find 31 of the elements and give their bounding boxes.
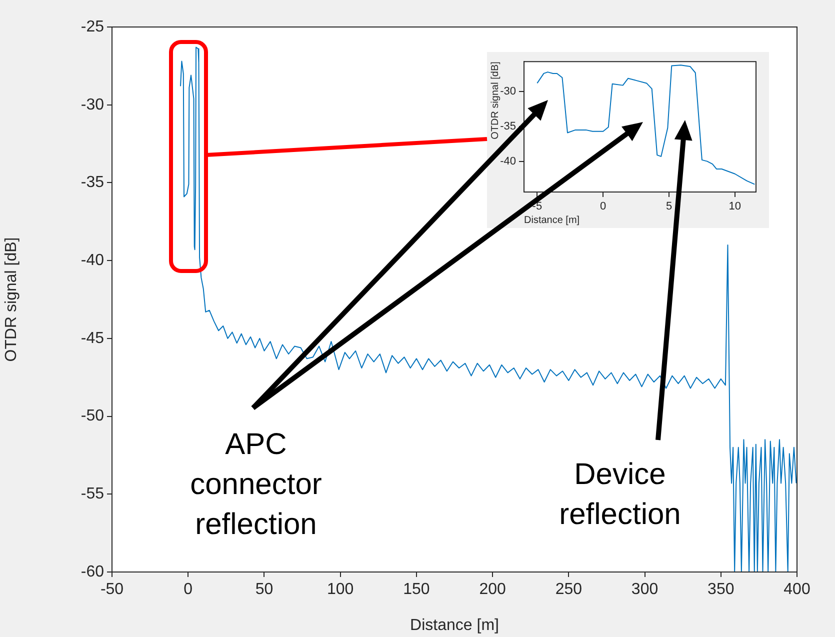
annotation: APC connector reflection: [189, 427, 323, 543]
x-tick-label: 300: [631, 581, 658, 598]
x-tick-label: 0: [184, 581, 193, 598]
x-tick-label: -5: [532, 200, 542, 213]
x-tick-label: 5: [666, 200, 672, 213]
y-tick-label: -30: [500, 86, 516, 98]
y-tick-label: -35: [500, 120, 516, 132]
y-tick-label: -40: [80, 252, 104, 269]
y-axis-title: OTDR signal [dB]: [3, 237, 20, 362]
y-axis-title: OTDR signal [dB]: [490, 61, 501, 140]
y-tick-label: -30: [80, 96, 104, 114]
x-tick-label: 50: [255, 581, 274, 598]
x-axis-title: Distance [m]: [524, 214, 580, 226]
x-tick-label: -50: [100, 581, 124, 598]
y-tick-label: -25: [80, 18, 104, 36]
x-tick-label: 10: [728, 200, 742, 213]
x-tick-label: 150: [403, 581, 430, 598]
y-tick-label: -35: [80, 174, 104, 192]
x-tick-label: 200: [479, 581, 506, 598]
y-tick-label: -45: [80, 330, 104, 347]
x-tick-label: 400: [784, 581, 810, 598]
annotation: Device reflection: [558, 457, 682, 533]
x-tick-label: 250: [555, 581, 582, 598]
x-axis-title: Distance [m]: [410, 616, 499, 634]
x-tick-label: 0: [600, 200, 606, 213]
y-tick-label: -55: [80, 486, 104, 503]
x-tick-label: 100: [326, 581, 354, 598]
x-tick-label: 350: [708, 581, 734, 598]
y-tick-label: -40: [500, 155, 516, 168]
y-tick-label: -60: [80, 563, 104, 580]
y-tick-label: -50: [80, 408, 104, 425]
